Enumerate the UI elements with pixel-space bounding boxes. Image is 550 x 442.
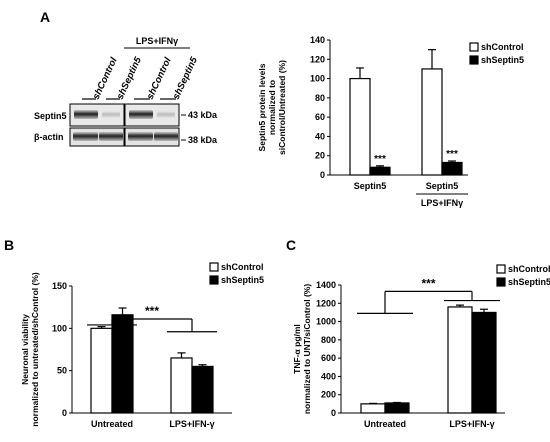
panel-letter-a: A (40, 9, 50, 25)
bar-shControl-0 (90, 327, 113, 414)
chart-c: 0 200 400 600 800 1000 1200 1400 TNF-α pg/ml norm… (292, 264, 550, 429)
bar-shSeptin5-0 (384, 402, 410, 414)
lane-label-2: shSeptin5 (115, 55, 144, 101)
y-tick-label: 100 (310, 74, 325, 84)
blot-row-label-actin: β-actin (34, 132, 64, 142)
y-tick-label: 50 (57, 366, 67, 376)
y-tick-label: 600 (321, 353, 336, 363)
bar-shSeptin5-1 (471, 311, 497, 414)
panel-letter-b: B (4, 237, 14, 253)
bar-shSeptin5-1 (191, 365, 214, 414)
band-septin5-3 (129, 110, 153, 119)
legend-swatch-shSeptin5 (469, 55, 479, 65)
y-tick-label: 100 (52, 323, 67, 333)
y-tick-label: 1000 (316, 317, 336, 327)
y-axis-label: normalized to (267, 80, 277, 135)
bar-shControl-0 (360, 403, 386, 414)
x-tick-label: Septin5 (426, 181, 459, 191)
marker-38kda: 38 kDa (188, 135, 218, 145)
bar-shControl-1 (170, 357, 193, 414)
y-axis-label: siControl/Untreated (%) (277, 60, 287, 155)
legend-label-shControl: shControl (481, 42, 524, 52)
band-septin5-1 (74, 110, 98, 119)
x-tick-label: LPS+IFN-γ (449, 419, 494, 429)
y-tick-label: 40 (315, 131, 325, 141)
y-tick-label: 150 (52, 281, 67, 291)
lane-label-3: shControl (145, 56, 174, 102)
y-tick-label: 0 (62, 408, 67, 418)
y-axis-label: TNF-α pg/ml (292, 324, 302, 374)
bar-shControl-1 (447, 306, 473, 414)
x-tick-label: LPS+IFN-γ (169, 419, 214, 429)
legend-swatch-shSeptin5 (496, 277, 506, 287)
band-actin-3 (128, 132, 153, 141)
legend-swatch-shControl (209, 262, 219, 272)
blot-group-label: LPS+IFNγ (136, 36, 178, 46)
y-tick-label: 1200 (316, 298, 336, 308)
y-tick-label: 800 (321, 335, 336, 345)
y-tick-label: 400 (321, 371, 336, 381)
y-axis-label: normalized to UNT/siControl (%) (302, 284, 312, 415)
legend-swatch-shSeptin5 (209, 275, 219, 285)
y-tick-label: 120 (310, 54, 325, 64)
y-tick-label: 140 (310, 35, 325, 45)
y-tick-label: 1400 (316, 280, 336, 290)
bar-shSeptin5-1 (441, 161, 463, 176)
legend-label-shSeptin5: shSeptin5 (221, 275, 264, 285)
x-tick-label: Septin5 (354, 181, 387, 191)
legend-swatch-shControl (469, 42, 479, 52)
band-actin-2 (99, 132, 123, 141)
legend-label-shControl: shControl (508, 264, 550, 274)
y-axis-label: normalized to untreated/shControl (%) (30, 272, 40, 427)
y-tick-label: 80 (315, 93, 325, 103)
band-septin5-2 (102, 111, 120, 118)
x-tick-label: Untreated (91, 419, 133, 429)
marker-43kda: 43 kDa (188, 110, 218, 120)
bar-shSeptin5-0 (111, 314, 134, 414)
comparison-label: *** (421, 276, 435, 290)
y-tick-label: 0 (320, 170, 325, 180)
bar-shControl-1 (421, 68, 443, 176)
panel-letter-c: C (286, 237, 296, 253)
chart-b: 0 50 100 150 Neuronal viability normalized to… (20, 262, 264, 429)
y-tick-label: 200 (321, 390, 336, 400)
y-axis-label: Septin5 protein levels (257, 63, 267, 151)
group-label: LPS+IFNγ (421, 198, 463, 208)
band-septin5-4 (157, 111, 175, 118)
legend-swatch-shControl (496, 264, 506, 274)
legend-label-shSeptin5: shSeptin5 (508, 277, 550, 287)
band-actin-4 (154, 132, 178, 141)
chart-a: 0 20 40 60 80 100 120 140 Septin5 protein levels… (257, 35, 524, 208)
bar-shControl-0 (349, 77, 371, 176)
significance-label: *** (374, 154, 386, 165)
x-tick-label: Untreated (364, 419, 406, 429)
legend-label-shControl: shControl (221, 262, 264, 272)
y-axis-label: Neuronal viability (20, 314, 30, 385)
legend-label-shSeptin5: shSeptin5 (481, 55, 524, 65)
lane-label-4: shSeptin5 (171, 55, 200, 101)
band-actin-1 (73, 132, 98, 141)
western-blot: LPS+IFNγ shControl shSeptin5 shControl s… (34, 36, 218, 147)
blot-row-label-septin5: Septin5 (34, 111, 67, 121)
y-tick-label: 20 (315, 151, 325, 161)
comparison-label: *** (145, 304, 159, 318)
significance-label: *** (446, 149, 458, 160)
y-tick-label: 60 (315, 112, 325, 122)
bar-shSeptin5-0 (369, 166, 391, 176)
y-tick-label: 0 (331, 408, 336, 418)
